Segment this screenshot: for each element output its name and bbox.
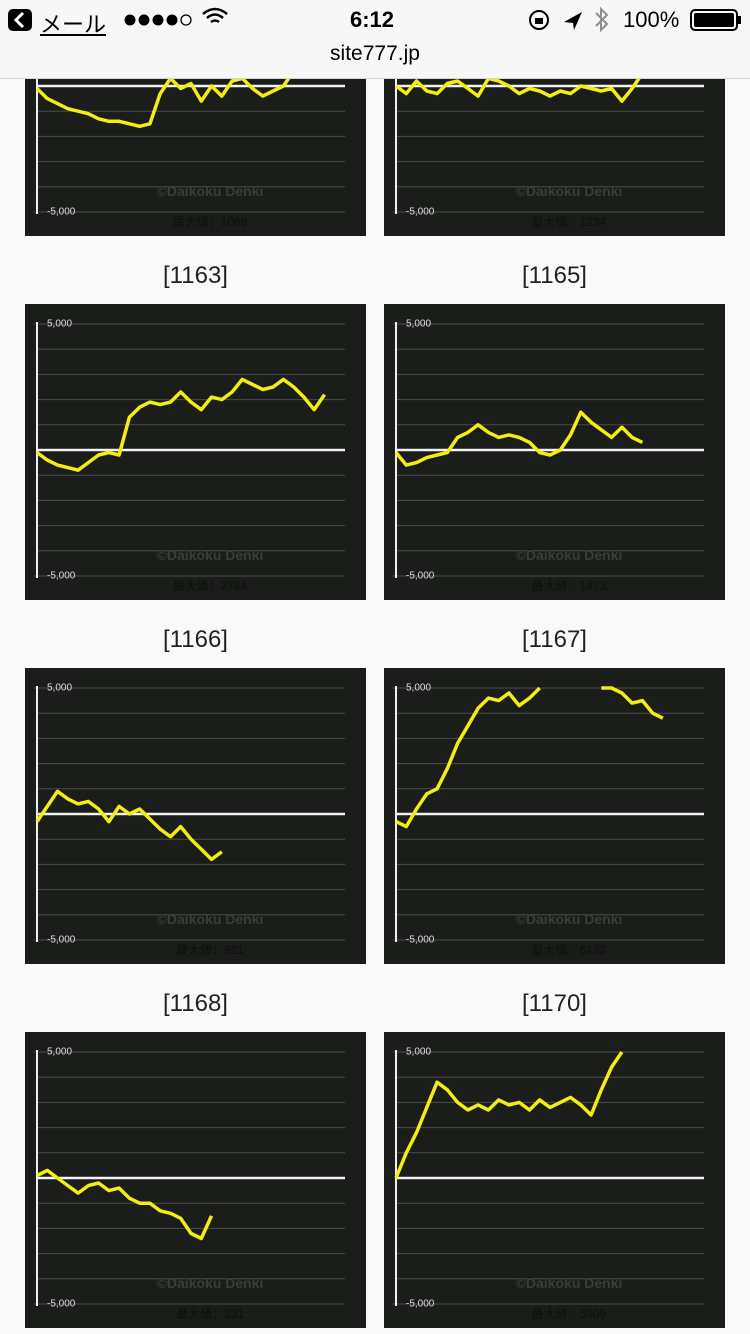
data-line — [35, 377, 326, 472]
panel-label: [1165] — [522, 262, 587, 289]
panel-label: [1167] — [522, 626, 587, 653]
chart-panel: 5,000 -5,000 ©Daikoku Denki 最大値：921 — [25, 668, 366, 964]
y-tick-label: -5,000 — [406, 1299, 435, 1310]
y-tick-label: 5,000 — [47, 1047, 72, 1058]
data-line — [394, 410, 644, 467]
y-tick-label: -5,000 — [47, 935, 76, 946]
chart-panel: 5,000 -5,000 ©Daikoku Denki 最大値：331 — [25, 1032, 366, 1328]
back-app[interactable]: メール — [40, 12, 107, 37]
y-tick-label: -5,000 — [406, 571, 435, 582]
y-tick-label: -5,000 — [406, 935, 435, 946]
data-line — [35, 789, 223, 862]
y-tick-label: -5,000 — [47, 207, 76, 218]
y-tick-label: -5,000 — [47, 571, 76, 582]
chart-panel: 5,000 -5,000 ©Daikoku Denki 最大値：1473 — [384, 304, 725, 600]
panel-label: [1170] — [522, 990, 587, 1017]
data-line — [35, 69, 296, 129]
max-value: 最大値：1068 — [173, 214, 248, 229]
chart-panel: 5,000 -5,000 ©Daikoku Denki 最大値：5909 — [384, 1032, 725, 1328]
battery: 100% — [623, 7, 680, 32]
watermark: ©Daikoku Denki — [157, 911, 264, 927]
y-tick-label: 5,000 — [406, 683, 431, 694]
y-tick-label: 5,000 — [406, 1047, 431, 1058]
url[interactable]: site777.jp — [330, 42, 420, 65]
chart-panel: 5,000 -5,000 ©Daikoku Denki 最大値：6132 — [384, 668, 725, 964]
time: 6:12 — [350, 7, 395, 32]
y-tick-label: -5,000 — [406, 207, 435, 218]
status-icons — [8, 6, 741, 33]
y-tick-label: 5,000 — [406, 319, 431, 330]
data-line — [394, 1051, 624, 1179]
chart-panel: 5,000 -5,000 ©Daikoku Denki 最大値：2784 — [25, 304, 366, 600]
panel-label: [1166] — [163, 626, 228, 653]
max-value: 最大値：921 — [176, 942, 244, 957]
max-value: 最大値：1473 — [532, 578, 607, 593]
y-tick-label: 5,000 — [47, 319, 72, 330]
panel-label: [1163] — [163, 262, 228, 289]
panel-label: [1168] — [163, 990, 228, 1017]
max-value: 最大値：331 — [176, 1306, 244, 1321]
watermark: ©Daikoku Denki — [157, 547, 264, 563]
watermark: ©Daikoku Denki — [516, 1275, 623, 1291]
max-value: 最大値：6132 — [532, 942, 607, 957]
max-value: 最大値：2784 — [173, 578, 248, 593]
max-value: 最大値：5909 — [532, 1306, 607, 1321]
watermark: ©Daikoku Denki — [157, 183, 264, 199]
browser-header: メール 6:12 100% site777.jp — [0, 0, 750, 79]
y-tick-label: -5,000 — [47, 1299, 76, 1310]
watermark: ©Daikoku Denki — [516, 183, 623, 199]
watermark: ©Daikoku Denki — [516, 547, 623, 563]
max-value: 最大値：1234 — [532, 214, 607, 229]
data-line — [395, 686, 664, 829]
watermark: ©Daikoku Denki — [157, 1275, 264, 1291]
data-line — [36, 1168, 214, 1241]
watermark: ©Daikoku Denki — [516, 911, 623, 927]
y-tick-label: 5,000 — [47, 683, 72, 694]
data-line — [394, 72, 644, 103]
